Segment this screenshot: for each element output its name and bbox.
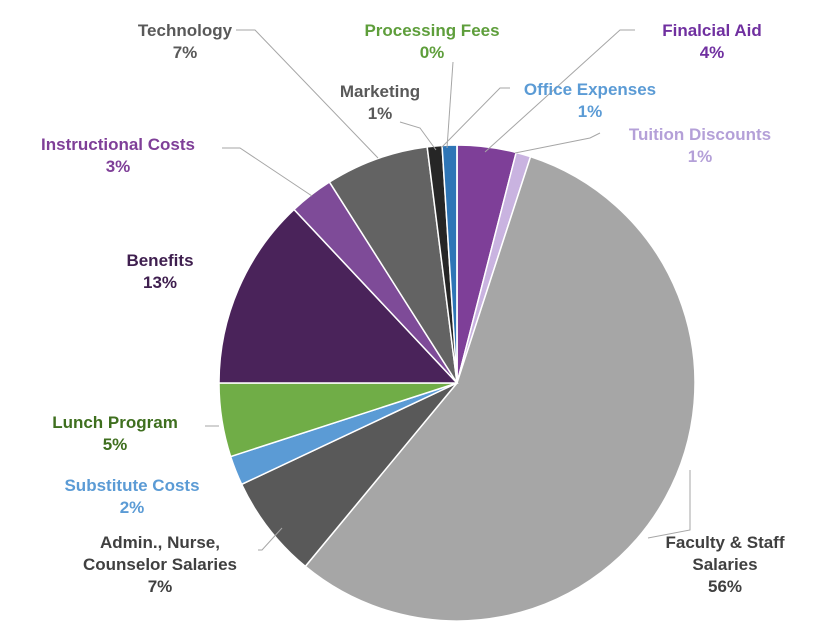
slice-percent: 0% — [419, 43, 445, 62]
slice-label: Instructional Costs 3% — [8, 134, 228, 178]
slice-percent: 3% — [105, 157, 131, 176]
slice-percent: 13% — [142, 273, 178, 292]
slice-percent: 1% — [577, 102, 603, 121]
slice-name: Substitute Costs — [64, 476, 200, 495]
leader-line — [647, 470, 691, 539]
slice-percent: 1% — [367, 104, 393, 123]
slice-label: Admin., Nurse, Counselor Salaries 7% — [60, 532, 260, 598]
leader-line — [222, 147, 313, 197]
leader-line — [236, 29, 379, 159]
slice-label: Marketing 1% — [305, 81, 455, 125]
leader-lines — [205, 29, 691, 551]
leader-line — [514, 132, 601, 154]
pie-slice — [304, 155, 696, 622]
slice-percent: 56% — [707, 577, 743, 596]
pie-slice — [218, 208, 459, 384]
slice-name: Marketing — [339, 82, 421, 101]
slice-name: Lunch Program — [52, 413, 178, 432]
slice-percent: 5% — [102, 435, 128, 454]
slice-label: Substitute Costs 2% — [22, 475, 242, 519]
slice-name: Finalcial Aid — [662, 21, 762, 40]
leader-line — [440, 87, 510, 149]
slice-percent: 1% — [687, 147, 713, 166]
slice-name: Office Expenses — [523, 80, 657, 99]
slice-label: Tuition Discounts 1% — [590, 124, 810, 168]
slice-name: Technology — [137, 21, 233, 40]
slice-percent: 7% — [172, 43, 198, 62]
slice-name: Instructional Costs — [41, 135, 195, 154]
slice-percent: 7% — [147, 577, 173, 596]
slice-label: Faculty & Staff Salaries 56% — [650, 532, 800, 598]
pie-slice — [328, 146, 458, 384]
slice-name: Processing Fees — [364, 21, 500, 40]
leader-line — [484, 29, 635, 153]
slice-label: Office Expenses 1% — [500, 79, 680, 123]
leader-line — [258, 527, 283, 551]
leader-line — [446, 61, 454, 149]
slice-name: Admin., Nurse, Counselor Salaries — [82, 533, 237, 574]
slice-name: Faculty & Staff Salaries — [665, 533, 785, 574]
slice-percent: 4% — [699, 43, 725, 62]
leader-line — [399, 121, 437, 151]
slice-label: Technology 7% — [110, 20, 260, 64]
slice-label: Lunch Program 5% — [15, 412, 215, 456]
slice-label: Processing Fees 0% — [342, 20, 522, 64]
slice-label: Finalcial Aid 4% — [632, 20, 792, 64]
slice-name: Tuition Discounts — [628, 125, 772, 144]
slice-percent: 2% — [119, 498, 145, 517]
slice-name: Benefits — [126, 251, 194, 270]
pie-slice — [240, 382, 458, 568]
slice-label: Benefits 13% — [85, 250, 235, 294]
